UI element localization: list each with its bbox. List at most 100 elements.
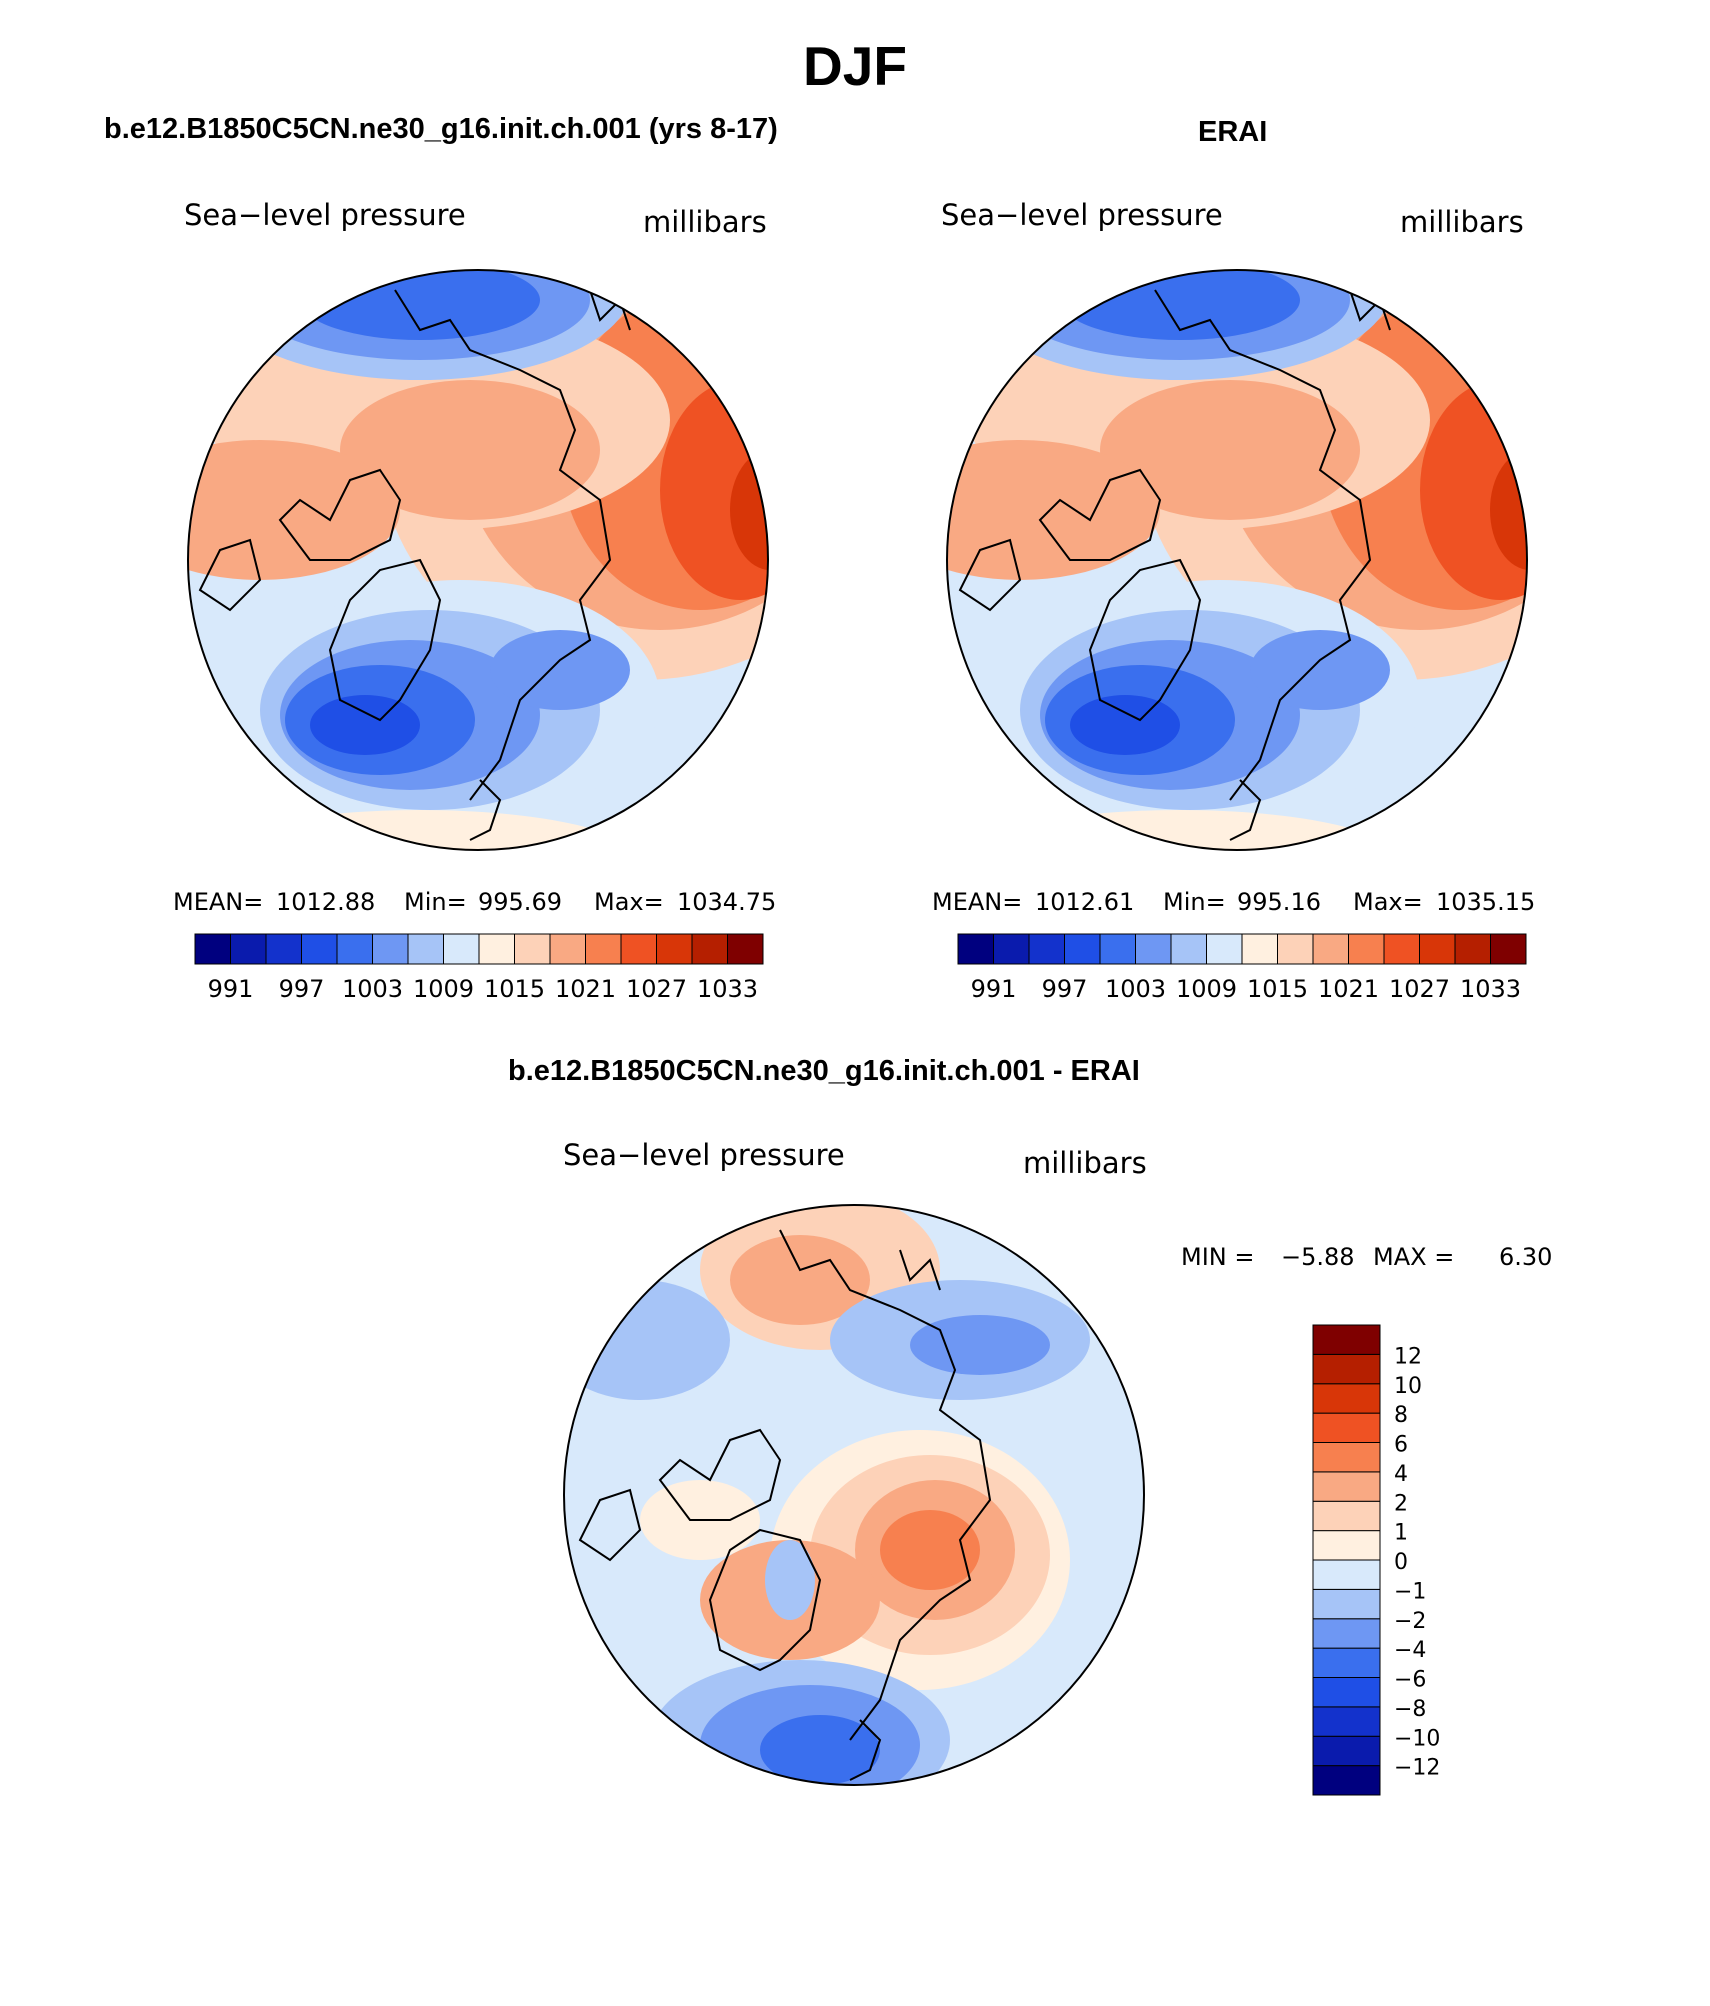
panel-2-mean-label: MEAN= [932, 888, 1023, 916]
panel-2-max-value: 1035.15 [1436, 888, 1536, 916]
panel-1-max-value: 1034.75 [677, 888, 777, 916]
panel-1-min-value: 995.69 [478, 888, 562, 916]
colorbar-model-swatch [585, 933, 622, 965]
colorbar-model-tick-label: 991 [208, 975, 254, 1003]
colorbar-model-swatch [691, 933, 728, 965]
coastlines-model [198, 289, 631, 841]
colorbar-difference-tick-label: 12 [1394, 1344, 1422, 1369]
colorbar-model-tick-label: 1015 [484, 975, 545, 1003]
colorbar-difference-swatch [1312, 1353, 1381, 1385]
colorbar-model-tick-label: 1027 [626, 975, 687, 1003]
panel-3-units-label: millibars [1023, 1146, 1147, 1180]
panel-1-title: b.e12.B1850C5CN.ne30_g16.init.ch.001 (yr… [104, 113, 778, 145]
polar-map-difference [564, 1205, 1144, 1785]
colorbar-model-swatch [230, 933, 267, 965]
colorbar-model-swatch [265, 933, 302, 965]
colorbar-erai-swatch [1383, 933, 1420, 965]
colorbar-difference-tick-label: −8 [1394, 1697, 1426, 1722]
colorbar-erai-swatch [1312, 933, 1349, 965]
panel-3-variable-label: Sea−level pressure [563, 1138, 845, 1172]
colorbar-erai-tick-label: 991 [971, 975, 1017, 1003]
colorbar-difference-tick-label: 6 [1394, 1433, 1408, 1458]
colorbar-model-swatch [727, 933, 764, 965]
panel-1-mean-label: MEAN= [173, 888, 264, 916]
panel-3-min-label: MIN = [1181, 1243, 1255, 1271]
colorbar-difference-tick-label: 4 [1394, 1462, 1408, 1487]
colorbar-difference-tick-label: −4 [1394, 1638, 1426, 1663]
panel-2-min-value: 995.16 [1237, 888, 1321, 916]
colorbar-difference-tick-label: −1 [1394, 1579, 1426, 1604]
colorbar-difference-tick-label: 0 [1394, 1550, 1408, 1575]
coastlines-difference [578, 1229, 992, 1781]
colorbar-model-swatch [656, 933, 693, 965]
colorbar-erai: 991 997 1003 1009 1015 1021 1027 1033 [957, 933, 1527, 1003]
colorbar-difference-swatch [1312, 1559, 1381, 1590]
panel-2-max-label: Max= [1353, 888, 1423, 916]
colorbar-model-tick-label: 997 [279, 975, 325, 1003]
colorbar-erai-swatch [1454, 933, 1491, 965]
panel-1-variable-label: Sea−level pressure [184, 198, 466, 232]
colorbar-erai-swatch [1241, 933, 1278, 965]
panel-3-max-label: MAX = [1373, 1243, 1455, 1271]
colorbar-difference-swatch [1312, 1677, 1381, 1708]
colorbar-difference-swatch [1312, 1383, 1381, 1414]
colorbar-model-tick-label: 1021 [555, 975, 616, 1003]
colorbar-difference-tick-label: 2 [1394, 1491, 1408, 1516]
colorbar-model-swatch [372, 933, 409, 965]
colorbar-model-tick-label: 1009 [413, 975, 474, 1003]
polar-map-model [188, 270, 768, 850]
colorbar-difference-swatch [1312, 1706, 1381, 1737]
colorbar-erai-tick-label: 1033 [1460, 975, 1521, 1003]
colorbar-erai-swatch [957, 933, 994, 965]
coastlines-erai [958, 289, 1391, 841]
colorbar-erai-tick-label: 997 [1042, 975, 1088, 1003]
colorbar-erai-swatch [1277, 933, 1314, 965]
colorbar-erai-tick-label: 1027 [1389, 975, 1450, 1003]
colorbar-erai-swatch [1206, 933, 1243, 965]
panel-3-max-value: 6.30 [1499, 1243, 1553, 1271]
colorbar-erai-swatch [1099, 933, 1136, 965]
colorbar-model-swatch [514, 933, 551, 965]
panel-1-min-label: Min= [404, 888, 467, 916]
panel-3-title: b.e12.B1850C5CN.ne30_g16.init.ch.001 - E… [508, 1055, 1140, 1087]
panel-2-variable-label: Sea−level pressure [941, 198, 1223, 232]
colorbar-erai-swatch [993, 933, 1030, 965]
colorbar-erai-swatch [1348, 933, 1385, 965]
colorbar-erai-tick-label: 1021 [1318, 975, 1379, 1003]
colorbar-difference-tick-label: −2 [1394, 1609, 1426, 1634]
colorbar-difference-swatch [1312, 1735, 1381, 1767]
colorbar-model-tick-label: 1003 [342, 975, 403, 1003]
colorbar-erai-swatch [1170, 933, 1207, 965]
colorbar-difference-swatch [1312, 1765, 1381, 1796]
panel-2-min-label: Min= [1163, 888, 1226, 916]
colorbar-difference-swatch [1312, 1471, 1381, 1502]
panel-1-units-label: millibars [643, 205, 767, 239]
colorbar-erai-swatch [1064, 933, 1101, 965]
colorbar-difference-swatch [1312, 1500, 1381, 1532]
colorbar-difference-swatch [1312, 1442, 1381, 1473]
colorbar-model-swatch [301, 933, 338, 965]
colorbar-model-swatch [194, 933, 231, 965]
colorbar-difference-swatch [1312, 1588, 1381, 1620]
colorbar-erai-tick-label: 1015 [1247, 975, 1308, 1003]
colorbar-difference-swatch [1312, 1324, 1381, 1355]
colorbar-erai-tick-label: 1009 [1176, 975, 1237, 1003]
colorbar-difference-tick-label: 10 [1394, 1374, 1422, 1399]
colorbar-erai-swatch [1135, 933, 1172, 965]
colorbar-model-swatch [620, 933, 657, 965]
colorbar-difference-tick-label: 1 [1394, 1521, 1408, 1546]
colorbar-difference-swatch [1312, 1412, 1381, 1443]
colorbar-erai-tick-label: 1003 [1105, 975, 1166, 1003]
colorbar-model: 991 997 1003 1009 1015 1021 1027 1033 [194, 933, 764, 1003]
colorbar-erai-swatch [1419, 933, 1456, 965]
colorbar-difference-swatch [1312, 1618, 1381, 1649]
colorbar-model-swatch [549, 933, 586, 965]
figure-title: DJF [803, 35, 907, 97]
panel-3-min-value: −5.88 [1281, 1243, 1355, 1271]
colorbar-difference-swatch [1312, 1647, 1381, 1678]
panel-1-max-label: Max= [594, 888, 664, 916]
panel-2-title: ERAI [1198, 116, 1268, 148]
panel-2-mean-value: 1012.61 [1035, 888, 1135, 916]
